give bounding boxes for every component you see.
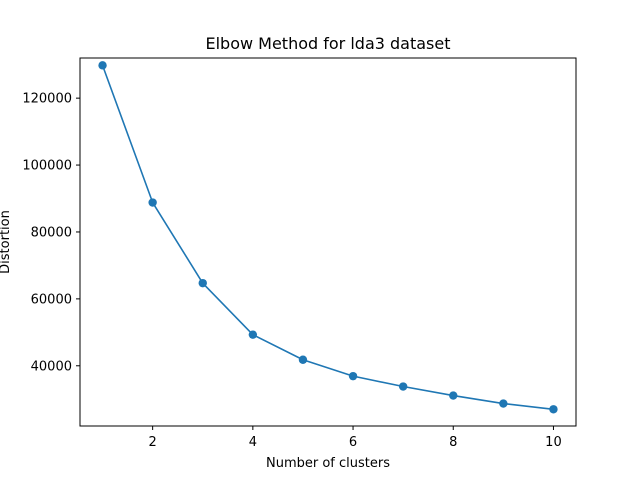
series-line — [101, 65, 554, 411]
data-point — [148, 198, 157, 207]
data-point — [348, 371, 358, 381]
y-tick-label: 120000 — [22, 92, 72, 107]
data-point — [549, 405, 558, 414]
y-tick-label: 100000 — [22, 159, 72, 174]
y-tick-label: 80000 — [31, 225, 72, 240]
x-tick-label: 10 — [545, 435, 562, 450]
data-point — [499, 399, 508, 408]
x-tick-label: 2 — [149, 435, 157, 450]
chart-title: Elbow Method for lda3 dataset — [205, 34, 450, 53]
data-point — [248, 330, 258, 339]
y-tick-label: 60000 — [31, 292, 72, 307]
y-tick-label: 40000 — [31, 359, 72, 374]
data-point — [298, 355, 308, 364]
x-tick-label: 4 — [249, 435, 257, 450]
data-point — [398, 382, 408, 391]
x-axis-label: Number of clusters — [266, 456, 390, 471]
plot-area — [98, 61, 558, 414]
x-tick-label: 8 — [449, 435, 457, 450]
axes-frame — [79, 57, 577, 427]
x-tick-label: 6 — [349, 435, 357, 450]
data-point — [449, 391, 458, 400]
axis-ticks: 2 4 6 8 10 40000 60000 80000 100000 120000 — [22, 92, 561, 450]
data-point — [198, 278, 207, 288]
y-axis-label: Distortion — [0, 210, 13, 274]
data-point — [98, 61, 107, 70]
